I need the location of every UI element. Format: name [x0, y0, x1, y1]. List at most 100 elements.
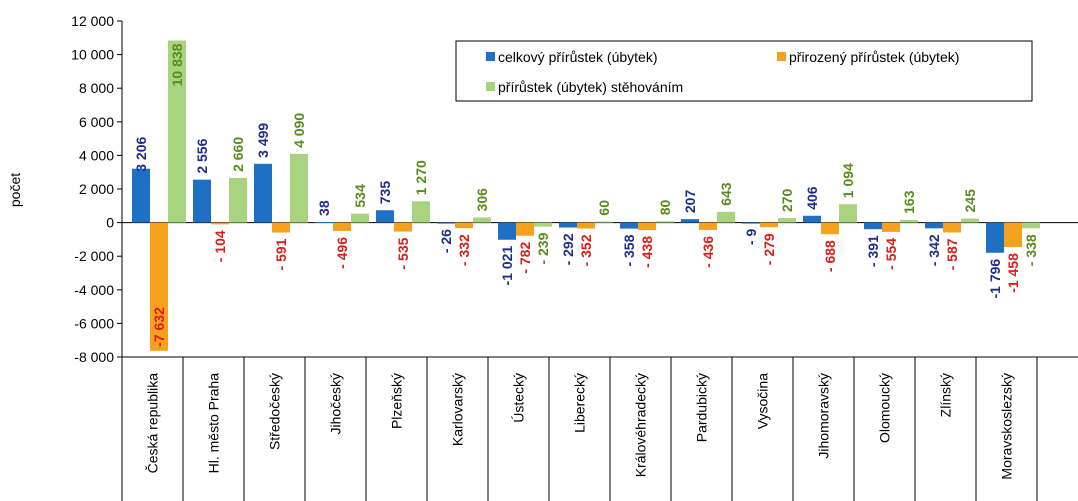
bar — [290, 153, 308, 223]
data-label: -1 796 — [987, 259, 1003, 299]
bar — [211, 222, 229, 225]
bar — [900, 219, 918, 223]
bar — [577, 222, 595, 229]
data-label: 207 — [682, 190, 698, 214]
data-label: - 591 — [273, 238, 289, 270]
data-label: - 358 — [621, 234, 637, 266]
bar — [638, 222, 656, 230]
y-axis-label: počet — [7, 173, 23, 207]
bar — [864, 222, 882, 230]
bar — [315, 221, 333, 223]
category-label: Liberecký — [572, 373, 588, 433]
data-label: - 688 — [822, 240, 838, 272]
data-label: - 9 — [743, 229, 759, 246]
category-label: Jihočeský — [328, 373, 344, 434]
bar — [168, 40, 186, 223]
category-label: Jihomoravský — [816, 373, 832, 459]
category-label: Ústecký — [511, 373, 527, 423]
bar — [681, 219, 699, 223]
data-label: 735 — [377, 181, 393, 205]
data-label: - 352 — [578, 234, 594, 266]
data-label: 60 — [596, 200, 612, 216]
y-tick-label: 2 000 — [79, 181, 114, 197]
data-label: - 436 — [700, 236, 716, 268]
bar — [272, 222, 290, 233]
bar — [882, 222, 900, 232]
data-label: 643 — [718, 182, 734, 206]
bar — [394, 222, 412, 232]
bar — [839, 204, 857, 223]
data-label: - 332 — [456, 234, 472, 266]
bar — [943, 222, 961, 233]
category-label: Karlovarský — [450, 373, 466, 446]
y-tick-label: -8 000 — [74, 349, 114, 365]
data-label: - 26 — [438, 229, 454, 253]
category-label: Pardubický — [694, 373, 710, 442]
legend-swatch — [486, 52, 495, 61]
data-label: 163 — [901, 190, 917, 214]
data-label: -7 632 — [151, 307, 167, 347]
y-tick-label: 6 000 — [79, 114, 114, 130]
data-label: 2 556 — [194, 138, 210, 173]
bar — [333, 222, 351, 231]
category-label: Plzeňský — [389, 373, 405, 429]
legend: celkový přírůstek (úbytek) přirozený přír… — [455, 40, 1033, 102]
bar — [132, 168, 150, 223]
data-label: 10 838 — [169, 43, 185, 86]
bar — [656, 221, 674, 223]
y-tick-label: -6 000 — [74, 315, 114, 331]
bar — [254, 163, 272, 223]
legend-label: celkový přírůstek (úbytek) — [498, 49, 658, 65]
legend-swatch — [486, 82, 495, 91]
data-label: - 292 — [560, 233, 576, 265]
category-label: Zlínský — [938, 373, 954, 417]
category-label: Vysočina — [755, 373, 771, 430]
legend-label: přirozený přírůstek (úbytek) — [789, 49, 959, 65]
data-label: - 782 — [517, 242, 533, 274]
data-label: -1 458 — [1005, 253, 1021, 293]
data-label: - 554 — [883, 238, 899, 270]
data-label: - 239 — [535, 232, 551, 264]
category-label: Česká republika — [145, 373, 161, 474]
category-label: Hl. město Praha — [206, 373, 222, 474]
data-label: -1 021 — [499, 246, 515, 286]
data-label: - 587 — [944, 238, 960, 270]
bar — [925, 222, 943, 229]
data-label: 306 — [474, 188, 490, 212]
bar — [620, 222, 638, 229]
bar — [376, 210, 394, 223]
bar — [1022, 222, 1040, 229]
data-label: - 104 — [212, 230, 228, 262]
bar — [760, 222, 778, 228]
data-label: 3 206 — [133, 136, 149, 171]
bar — [473, 217, 491, 223]
legend-box — [455, 40, 1033, 102]
data-label: 406 — [804, 186, 820, 210]
bar — [986, 222, 1004, 253]
data-label: - 279 — [761, 233, 777, 265]
bar — [559, 222, 577, 228]
bar — [717, 211, 735, 223]
y-tick-label: 4 000 — [79, 147, 114, 163]
bar — [455, 222, 473, 229]
data-label: 1 270 — [413, 160, 429, 195]
bar — [437, 222, 455, 224]
bar — [595, 221, 613, 223]
bar — [150, 222, 168, 351]
category-label: Olomoucký — [877, 373, 893, 443]
y-tick-label: 8 000 — [79, 80, 114, 96]
bar — [1004, 222, 1022, 248]
bar — [412, 201, 430, 223]
y-tick-label: 10 000 — [71, 47, 114, 63]
data-label: - 438 — [639, 236, 655, 268]
data-label: 2 660 — [230, 137, 246, 172]
data-label: 270 — [779, 188, 795, 212]
bar — [229, 177, 247, 223]
data-label: 38 — [316, 200, 332, 216]
category-label: Středočeský — [267, 373, 283, 450]
y-tick-label: -2 000 — [74, 248, 114, 264]
bar — [193, 179, 211, 223]
data-label: 1 094 — [840, 163, 856, 198]
bar — [534, 222, 552, 227]
